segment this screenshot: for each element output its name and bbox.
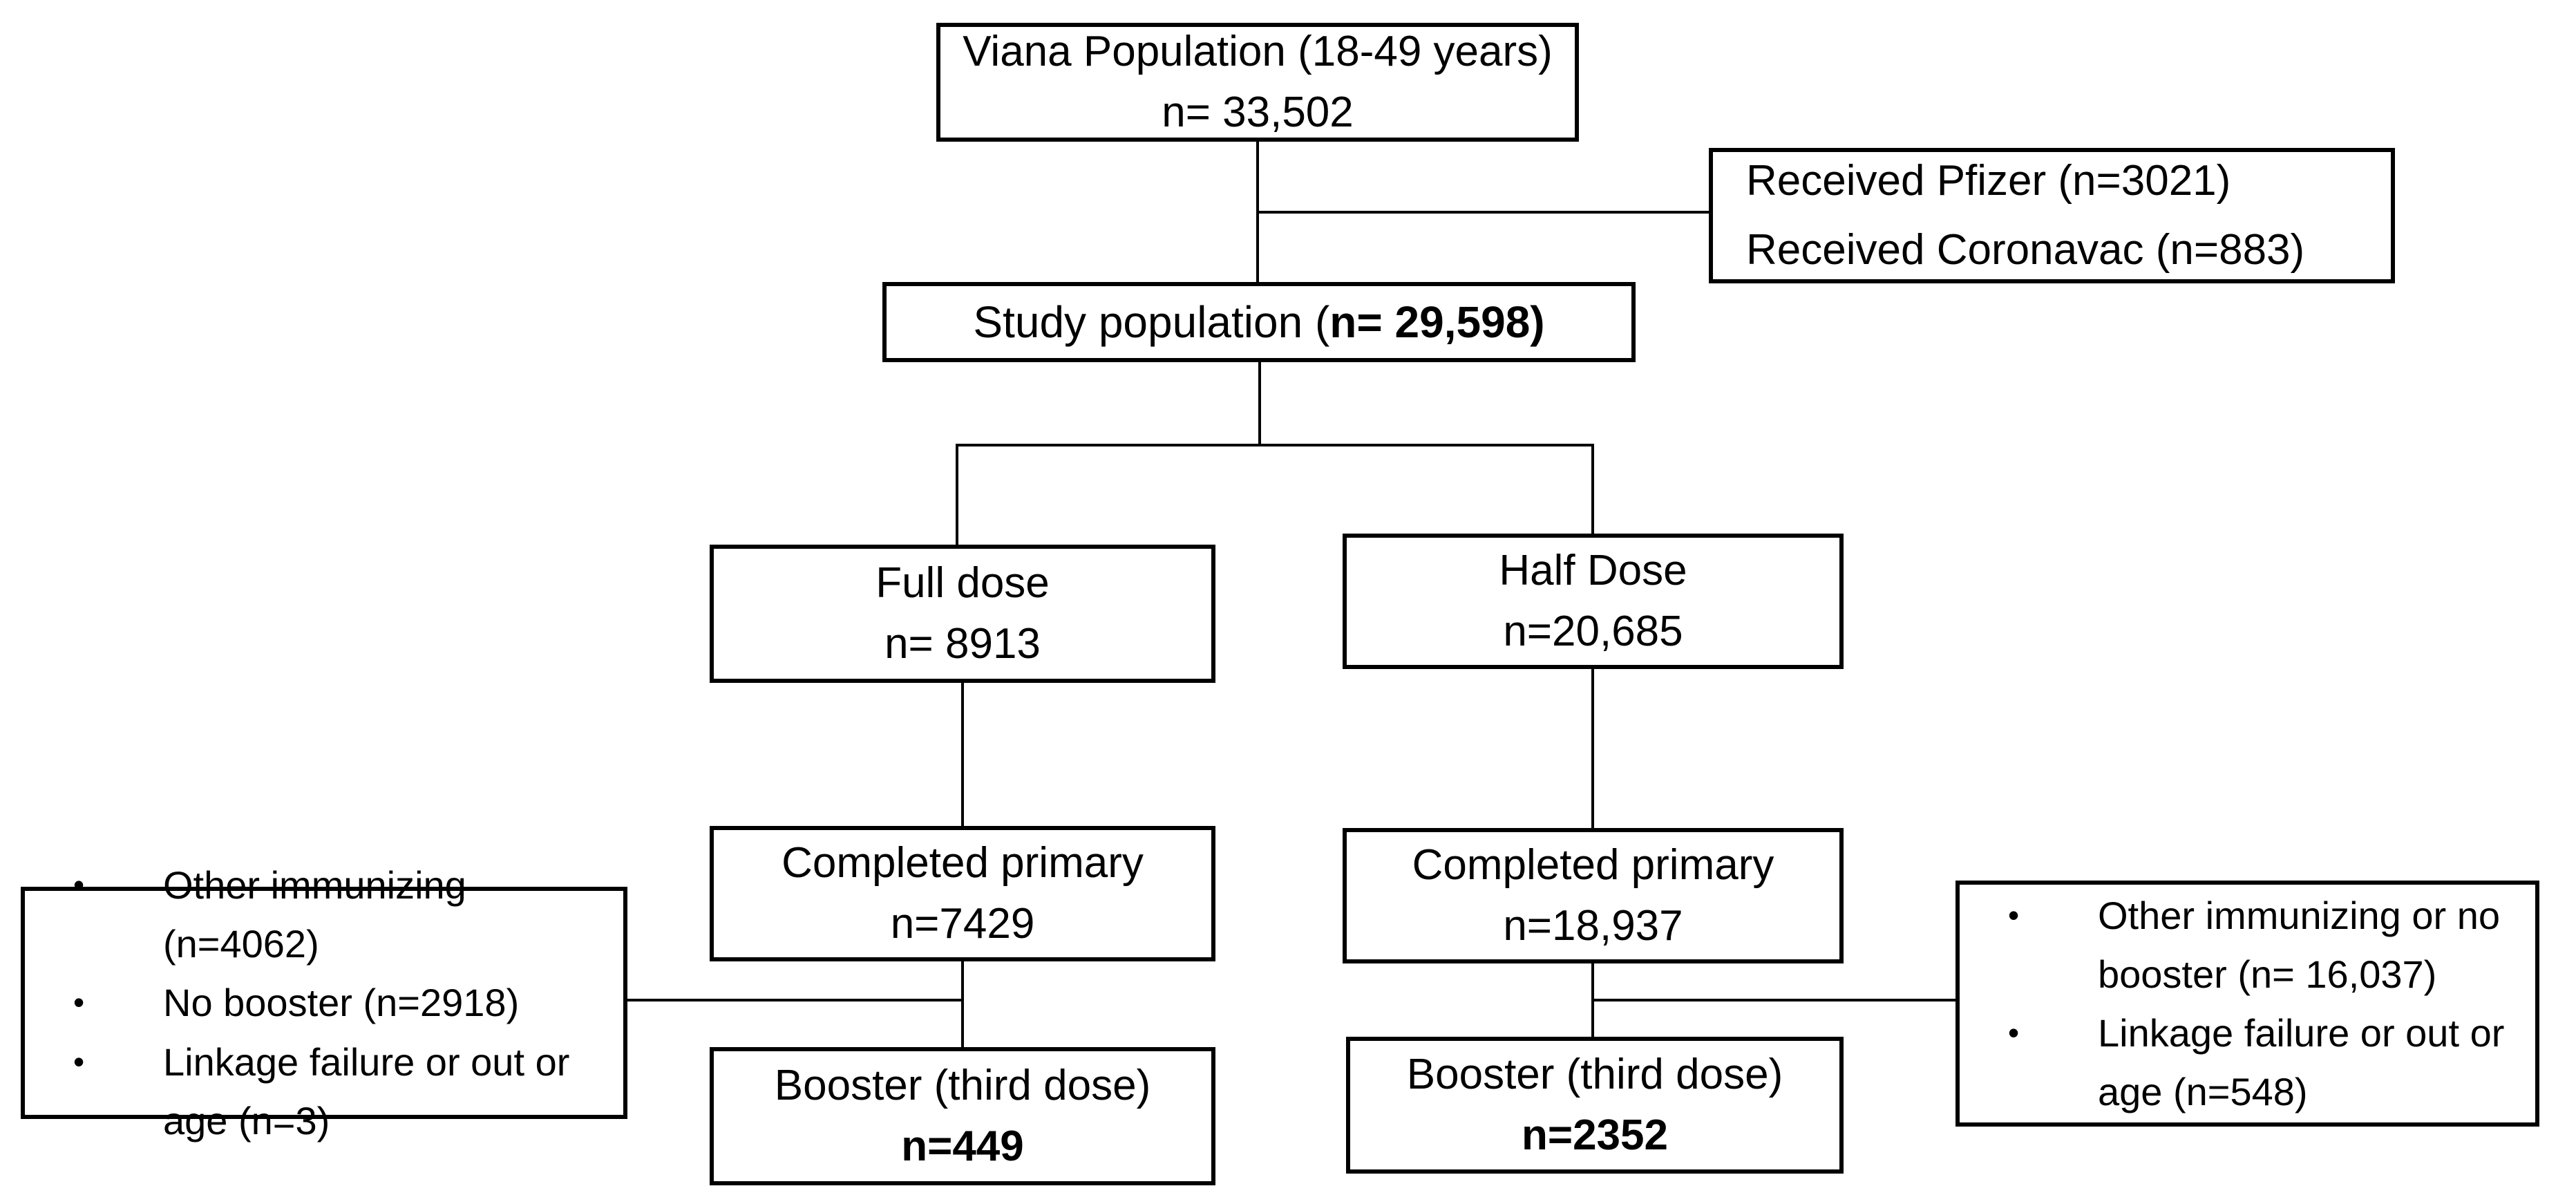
completed-primary-half-box: Completed primary n=18,937 — [1343, 828, 1844, 963]
study-population-count: n= 29,598) — [1329, 297, 1545, 347]
completed-primary-full-box: Completed primary n=7429 — [710, 826, 1215, 961]
half-dose-count: n=20,685 — [1503, 608, 1683, 655]
bullet-icon: • — [73, 1043, 85, 1080]
completed-primary-full-label: Completed primary — [782, 838, 1144, 887]
viana-population-box: Viana Population (18-49 years) n= 33,502 — [936, 23, 1579, 142]
completed-primary-half-count: n=18,937 — [1503, 902, 1683, 950]
completed-primary-full-count: n=7429 — [890, 900, 1035, 948]
viana-population-label: Viana Population (18-49 years) — [963, 27, 1553, 75]
connector-branch-to-full-dose — [956, 444, 958, 546]
connector-spur-exclusions-full — [626, 999, 963, 1001]
booster-half-count: n=2352 — [1521, 1111, 1668, 1159]
connector-branch-bar — [956, 444, 1594, 446]
exclusions-half-dose-box: • Other immunizing or no booster (n= 16,… — [1955, 881, 2539, 1127]
bullet-icon: • — [2008, 896, 2020, 933]
study-population-line: Study population (n= 29,598) — [973, 291, 1544, 354]
connector-full-to-completed — [961, 681, 964, 827]
bullet-icon: • — [73, 867, 85, 903]
connector-branch-to-half-dose — [1591, 444, 1594, 535]
full-dose-label: Full dose — [875, 558, 1050, 607]
completed-primary-half-label: Completed primary — [1412, 840, 1774, 889]
connector-spur-exclusions-half — [1593, 999, 1957, 1001]
connector-half-to-completed — [1591, 668, 1594, 829]
received-coronavac-label: Received Coronavac (n=883) — [1746, 226, 2305, 274]
study-population-box: Study population (n= 29,598) — [882, 282, 1636, 362]
received-other-vaccines-box: Received Pfizer (n=3021) Received Corona… — [1709, 148, 2395, 283]
exclusion-half-item-2: Linkage failure or out or age (n=548) — [2098, 1011, 2505, 1114]
connector-study-to-branch — [1258, 361, 1261, 445]
received-pfizer-label: Received Pfizer (n=3021) — [1746, 156, 2231, 205]
booster-full-label: Booster (third dose) — [774, 1061, 1151, 1109]
half-dose-label: Half Dose — [1499, 546, 1687, 594]
connector-completed-to-booster-full — [961, 960, 964, 1048]
study-population-label: Study population ( — [973, 297, 1330, 347]
booster-half-dose-box: Booster (third dose) n=2352 — [1346, 1037, 1844, 1174]
exclusion-half-item-1: Other immunizing or no booster (n= 16,03… — [2098, 893, 2501, 996]
list-item: • Other immunizing or no booster (n= 16,… — [2008, 886, 2515, 1004]
viana-population-count: n= 33,502 — [1162, 88, 1354, 136]
full-dose-count: n= 8913 — [884, 620, 1041, 668]
bullet-icon: • — [73, 984, 85, 1021]
booster-full-dose-box: Booster (third dose) n=449 — [710, 1047, 1215, 1185]
booster-half-label: Booster (third dose) — [1406, 1050, 1783, 1098]
exclusion-full-item-2: No booster (n=2918) — [163, 981, 520, 1025]
list-item: • Other immunizing (n=4062) — [73, 856, 603, 973]
exclusion-full-item-3: Linkage failure or out or age (n=3) — [163, 1040, 570, 1142]
connector-spur-to-received — [1256, 211, 1709, 214]
list-item: • Linkage failure or out or age (n=3) — [73, 1033, 603, 1150]
exclusion-full-item-1: Other immunizing (n=4062) — [163, 863, 466, 966]
list-item: • No booster (n=2918) — [73, 973, 603, 1032]
half-dose-box: Half Dose n=20,685 — [1343, 534, 1844, 669]
bullet-icon: • — [2008, 1015, 2020, 1051]
full-dose-box: Full dose n= 8913 — [710, 545, 1215, 683]
list-item: • Linkage failure or out or age (n=548) — [2008, 1004, 2515, 1121]
exclusions-full-dose-box: • Other immunizing (n=4062) • No booster… — [21, 863, 627, 1142]
booster-full-count: n=449 — [901, 1122, 1024, 1170]
